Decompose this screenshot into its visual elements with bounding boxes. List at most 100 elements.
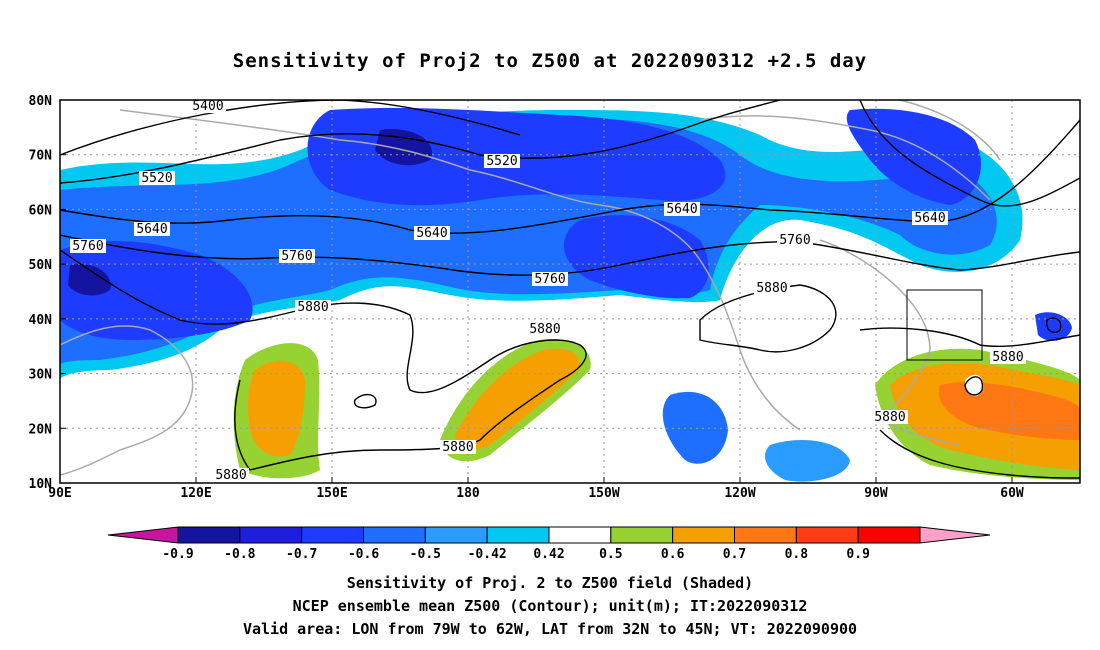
contour-label: 5880 bbox=[529, 322, 560, 337]
colorbar-box bbox=[672, 526, 736, 544]
contour-atlantic-blob bbox=[1046, 317, 1062, 333]
colorbar-box bbox=[177, 526, 241, 544]
contour-label: 5760 bbox=[534, 272, 565, 287]
shade-blue-hawaii bbox=[662, 391, 728, 464]
coast-canada-arctic bbox=[699, 115, 991, 201]
shade-blue-mexico bbox=[765, 440, 850, 482]
contour-5880-atl bbox=[879, 429, 1080, 479]
colorbar-label: 0.7 bbox=[723, 547, 746, 562]
coast-namerica-east bbox=[819, 239, 931, 421]
contour-5520-east bbox=[859, 100, 1080, 207]
contour-5520-west bbox=[60, 100, 781, 184]
colorbar-box bbox=[548, 526, 612, 544]
contour-label: 5400 bbox=[192, 99, 223, 114]
coast-alaska bbox=[469, 169, 701, 261]
colorbar-box bbox=[424, 526, 488, 544]
shade-medium-blue bbox=[60, 118, 997, 365]
lon-label: 120W bbox=[724, 486, 755, 501]
contour-label: 5880 bbox=[756, 281, 787, 296]
contour-label: 5880 bbox=[297, 300, 328, 315]
lat-label: 10N bbox=[29, 477, 53, 492]
contour-label: 5640 bbox=[136, 222, 167, 237]
contour-label: 5760 bbox=[281, 249, 312, 264]
colorbar-label: -0.6 bbox=[348, 547, 379, 562]
shading-layer bbox=[60, 107, 1080, 482]
shade-blue-atlantic bbox=[1035, 312, 1072, 341]
colorbar-label: -0.8 bbox=[224, 547, 255, 562]
lat-label: 40N bbox=[29, 313, 53, 328]
contour-label: 5880 bbox=[992, 350, 1023, 365]
colorbar-box bbox=[610, 526, 674, 544]
contour-label: 5640 bbox=[666, 202, 697, 217]
colorbar-low-arrow bbox=[107, 526, 179, 544]
colorbar-label: -0.7 bbox=[286, 547, 317, 562]
contour-label: 5880 bbox=[442, 440, 473, 455]
shade-orange-central bbox=[455, 348, 580, 450]
lat-label: 60N bbox=[29, 203, 53, 218]
colorbar-label: -0.5 bbox=[410, 547, 441, 562]
lat-label: 80N bbox=[29, 94, 53, 109]
colorbar-box bbox=[363, 526, 426, 544]
contour-label: 5520 bbox=[486, 154, 517, 169]
caption-contour: NCEP ensemble mean Z500 (Contour); unit(… bbox=[292, 597, 808, 615]
lat-label: 30N bbox=[29, 368, 53, 383]
lat-label-group: 80N 70N 60N 50N 40N 30N 20N 10N bbox=[29, 94, 66, 492]
shade-dark-blue-west bbox=[60, 240, 253, 340]
lat-label: 50N bbox=[29, 258, 53, 273]
coast-namerica-west bbox=[699, 259, 801, 431]
contour-5880-east bbox=[859, 327, 1080, 348]
coast-greenland bbox=[899, 100, 1001, 161]
lon-label: 120E bbox=[180, 486, 211, 501]
colorbar: -0.9 -0.8 -0.7 -0.6 -0.5 -0.42 0.42 0.5 0.6 0.7 0.… bbox=[107, 526, 991, 562]
shade-orange-west bbox=[247, 360, 305, 457]
colorbar-high-arrow bbox=[919, 526, 991, 544]
contour-label: 5520 bbox=[141, 171, 172, 186]
contour-5880-island bbox=[353, 393, 377, 409]
colorbar-label: 0.5 bbox=[599, 547, 622, 562]
contour-label: 5640 bbox=[914, 211, 945, 226]
caption-valid-area: Valid area: LON from 79W to 62W, LAT fro… bbox=[242, 620, 858, 638]
map-title: Sensitivity of Proj2 to Z500 at 20220903… bbox=[232, 50, 868, 72]
lat-label: 70N bbox=[29, 149, 53, 164]
contour-label: 5760 bbox=[72, 239, 103, 254]
colorbar-box bbox=[734, 526, 797, 544]
contour-5880-us bbox=[699, 284, 837, 353]
map-frame bbox=[59, 99, 1081, 484]
contour-5760 bbox=[60, 234, 1080, 276]
lon-label: 150W bbox=[588, 486, 619, 501]
valid-area-box bbox=[906, 289, 983, 361]
graticule bbox=[60, 100, 1080, 483]
colorbar-box bbox=[239, 526, 303, 544]
colorbar-box bbox=[301, 526, 364, 544]
contour-label: 5640 bbox=[416, 226, 447, 241]
coast-asia bbox=[60, 325, 194, 476]
contour-label: 5760 bbox=[779, 233, 810, 248]
colorbar-label: 0.42 bbox=[533, 547, 564, 562]
lon-label-group: 90E 120E 150E 180 150W 120W 90W 60W bbox=[48, 477, 1024, 501]
shade-darkorange-east bbox=[938, 382, 1080, 440]
colorbar-box bbox=[795, 526, 859, 544]
coastlines bbox=[60, 100, 1001, 476]
lat-label: 20N bbox=[29, 422, 53, 437]
caption-shading: Sensitivity of Proj. 2 to Z500 field (Sh… bbox=[346, 574, 754, 592]
lon-label: 60W bbox=[1000, 486, 1024, 501]
colorbar-label: -0.42 bbox=[468, 547, 507, 562]
colorbar-label: 0.8 bbox=[785, 547, 809, 562]
lon-label: 90E bbox=[48, 486, 71, 501]
colorbar-label: 0.9 bbox=[846, 547, 869, 562]
lon-label: 180 bbox=[456, 486, 480, 501]
shade-dark-blue-pac bbox=[563, 215, 709, 299]
contour-label: 5880 bbox=[874, 410, 905, 425]
colorbar-box bbox=[857, 526, 921, 544]
lon-label: 150E bbox=[316, 486, 347, 501]
contour-label-group: 5400 5520 5520 5640 5640 5640 5640 5760 5760 5760… bbox=[70, 99, 1026, 483]
lon-label: 90W bbox=[864, 486, 888, 501]
shade-darkest-blue-core bbox=[68, 129, 432, 296]
contour-5880-south bbox=[234, 379, 251, 471]
contour-label: 5880 bbox=[215, 468, 246, 483]
colorbar-label: 0.6 bbox=[661, 547, 685, 562]
colorbar-box bbox=[486, 526, 550, 544]
contour-atlantic-low bbox=[964, 376, 984, 396]
colorbar-label: -0.9 bbox=[162, 547, 193, 562]
